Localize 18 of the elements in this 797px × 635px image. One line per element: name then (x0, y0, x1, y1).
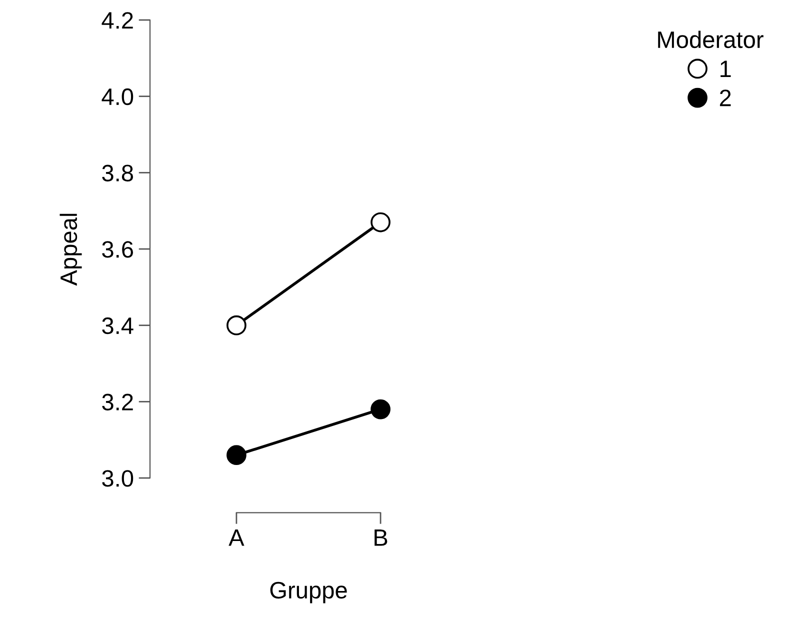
legend-label: 2 (720, 90, 731, 106)
y-tick-label: 3.2 (102, 394, 133, 410)
x-axis-title: Gruppe (270, 582, 347, 604)
point (226, 315, 246, 336)
y-tick-label: 4.2 (102, 12, 133, 29)
y-tick-label: 4.0 (102, 88, 134, 106)
y-tick-label: 3.6 (102, 241, 133, 258)
point (226, 445, 246, 466)
y-tick-label: 3.8 (102, 164, 134, 182)
x-tick-label: B (374, 530, 388, 546)
point (370, 212, 390, 232)
y-tick-label: 3.4 (102, 317, 134, 334)
legend-label: 1 (720, 60, 731, 77)
y-axis-title: Appeal (60, 214, 82, 286)
x-tick-label: A (228, 530, 244, 546)
point (370, 399, 390, 420)
y-tick-label: 3.0 (102, 470, 134, 487)
legend-title: Moderator (658, 30, 764, 48)
